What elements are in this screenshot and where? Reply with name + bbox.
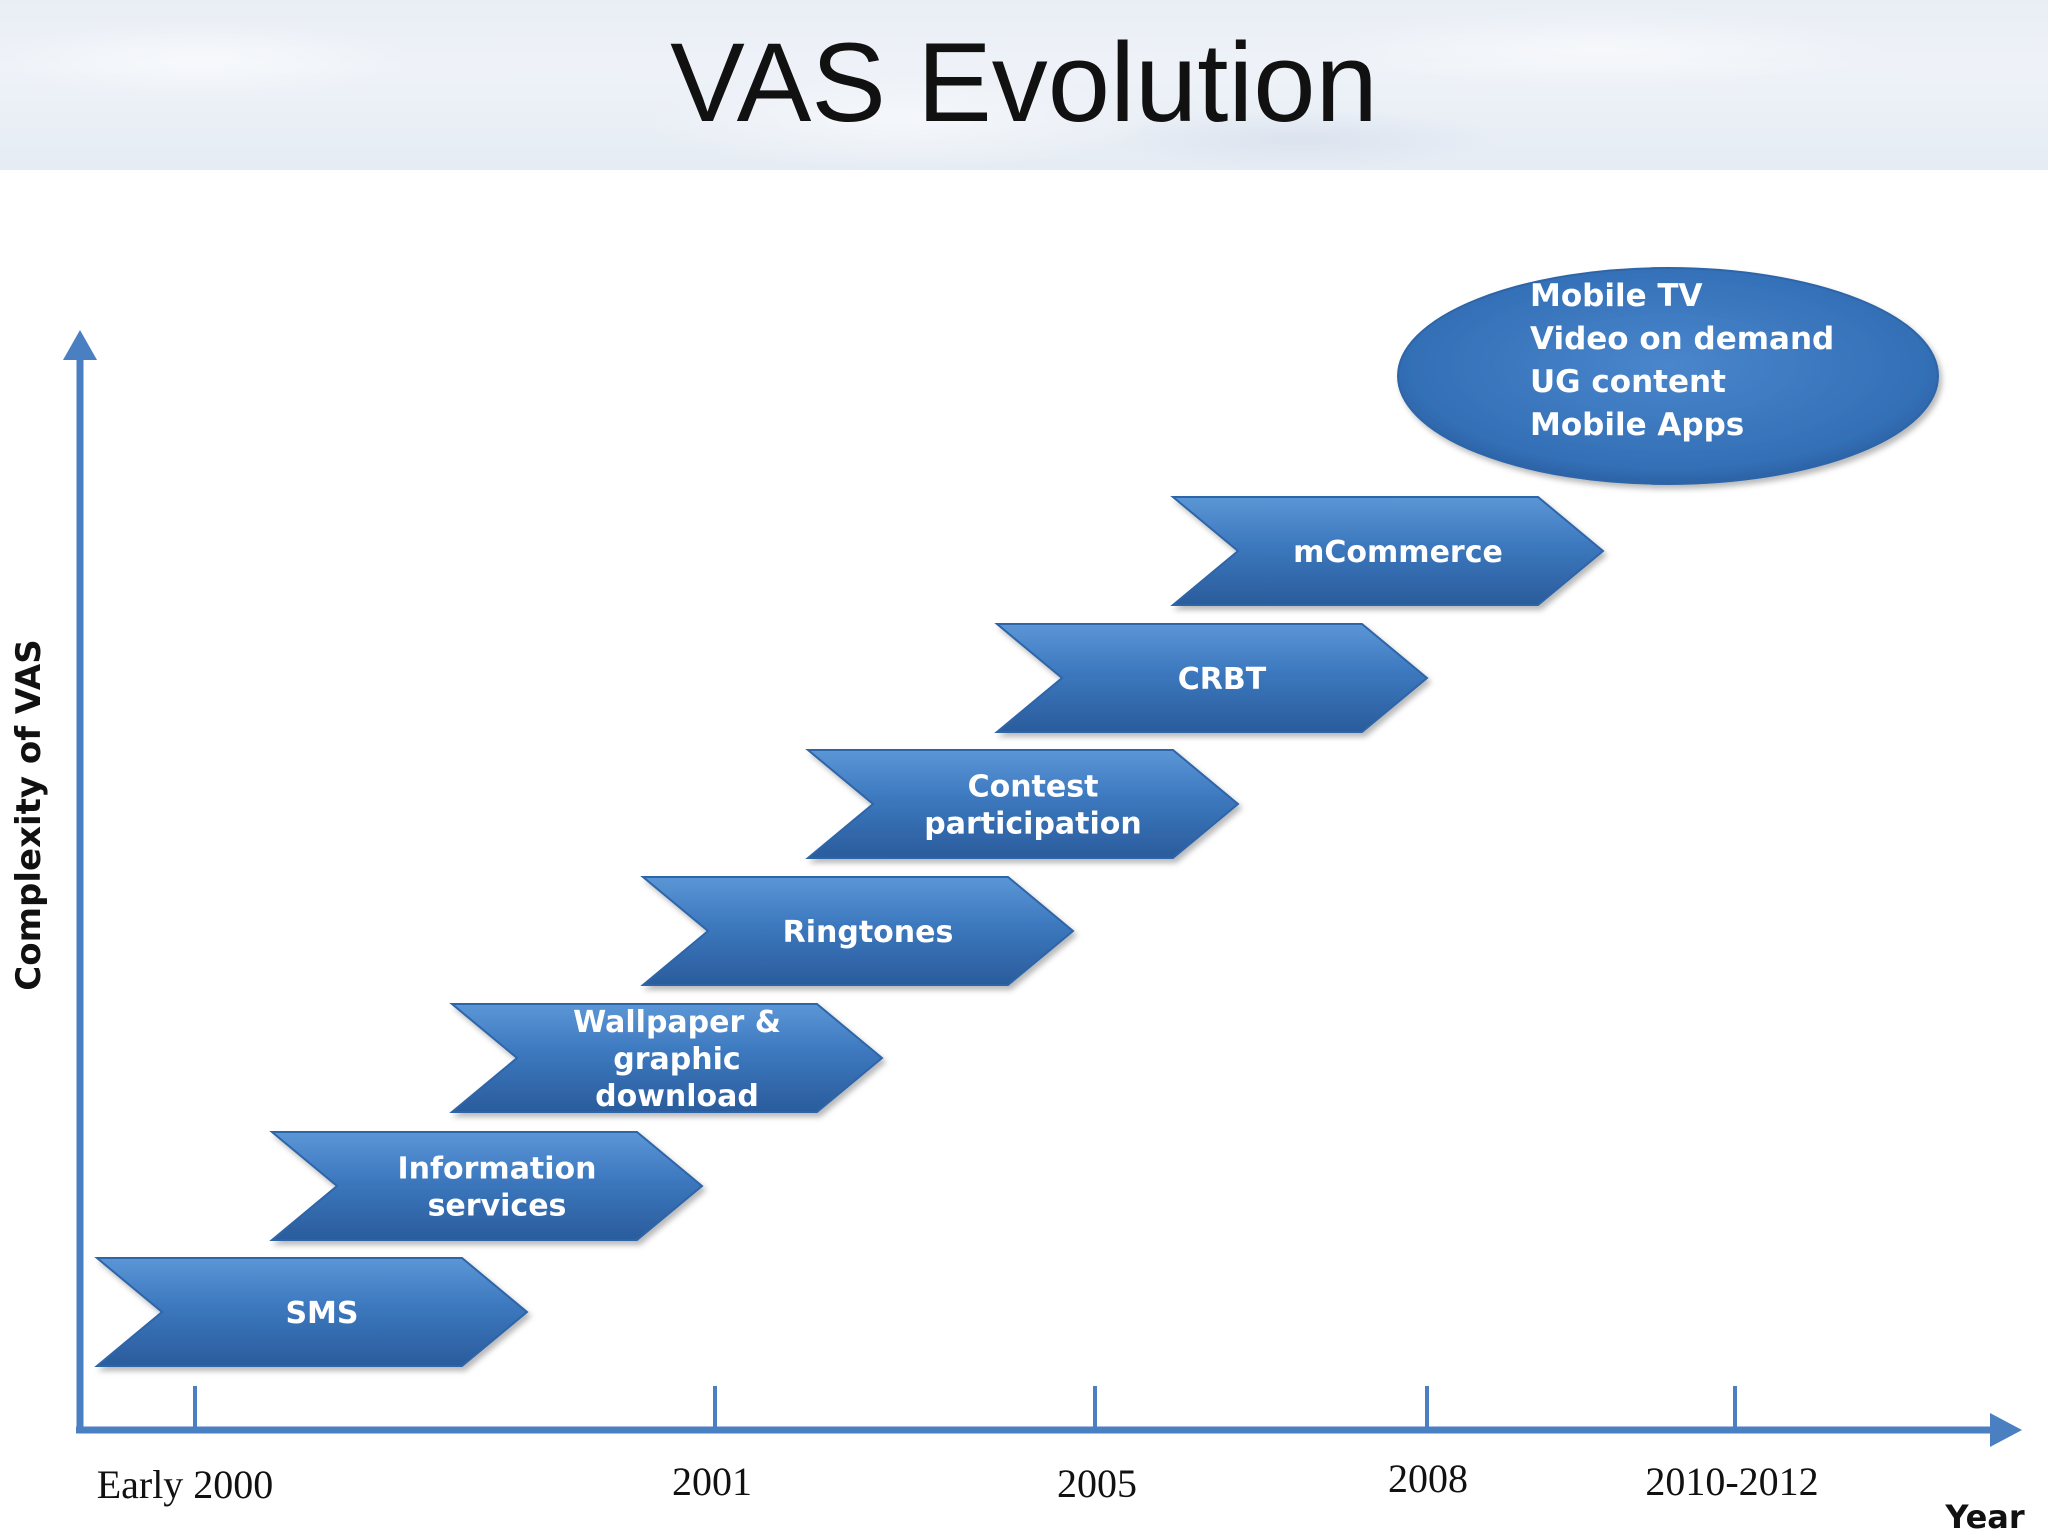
stage-label: download <box>595 1079 759 1114</box>
year-tick-label: 2001 <box>672 1459 752 1504</box>
stage-label: graphic <box>613 1042 740 1077</box>
future-service-item: Video on demand <box>1530 321 1834 357</box>
stage-chevron-shape <box>94 1257 529 1367</box>
stage-chevron: CRBT <box>994 623 1429 733</box>
x-axis-arrowhead <box>1990 1413 2022 1447</box>
x-axis-title: Year <box>1944 1498 2025 1536</box>
stage-chevron: Ringtones <box>640 876 1075 986</box>
stage-label: services <box>428 1189 567 1224</box>
year-tick-label: 2008 <box>1388 1456 1468 1501</box>
stage-chevron-shape <box>805 749 1240 859</box>
stage-label: mCommerce <box>1293 535 1503 570</box>
future-service-item: Mobile Apps <box>1530 407 1744 443</box>
year-tick-label: Early 2000 <box>97 1462 274 1507</box>
future-services-oval <box>1397 267 1939 485</box>
y-axis-title: Complexity of VAS <box>9 639 49 990</box>
stage-chevron-shape <box>1170 496 1605 606</box>
year-tick-label: 2005 <box>1057 1461 1137 1506</box>
stage-label: CRBT <box>1178 662 1267 697</box>
stage-chevron: SMS <box>94 1257 529 1367</box>
stage-label: Wallpaper & <box>573 1005 781 1040</box>
stage-chevron-shape <box>449 1003 884 1113</box>
future-services: Mobile TV Video on demand UG content Mobile… <box>1397 267 1939 485</box>
stage-label: Ringtones <box>783 915 954 950</box>
stage-chevron: mCommerce <box>1170 496 1605 606</box>
y-axis-arrowhead <box>63 330 97 360</box>
stage-chevron-shape <box>994 623 1429 733</box>
year-ticks: Early 2000 2001 2005 2008 2010-2012 <box>97 1386 1819 1507</box>
slide-header-band <box>0 0 2048 170</box>
stage-chevron-shape <box>269 1131 704 1241</box>
stage-label: participation <box>924 807 1142 842</box>
stage-label: SMS <box>285 1296 358 1331</box>
future-service-item: Mobile TV <box>1530 278 1703 314</box>
slide-title: VAS Evolution <box>670 20 1378 145</box>
future-service-item: UG content <box>1530 364 1726 400</box>
stage-label: Contest <box>968 770 1099 805</box>
axes <box>63 330 2022 1447</box>
stage-chevron-shape <box>640 876 1075 986</box>
year-tick-label: 2010-2012 <box>1645 1459 1818 1504</box>
stage-label: Information <box>397 1152 596 1187</box>
